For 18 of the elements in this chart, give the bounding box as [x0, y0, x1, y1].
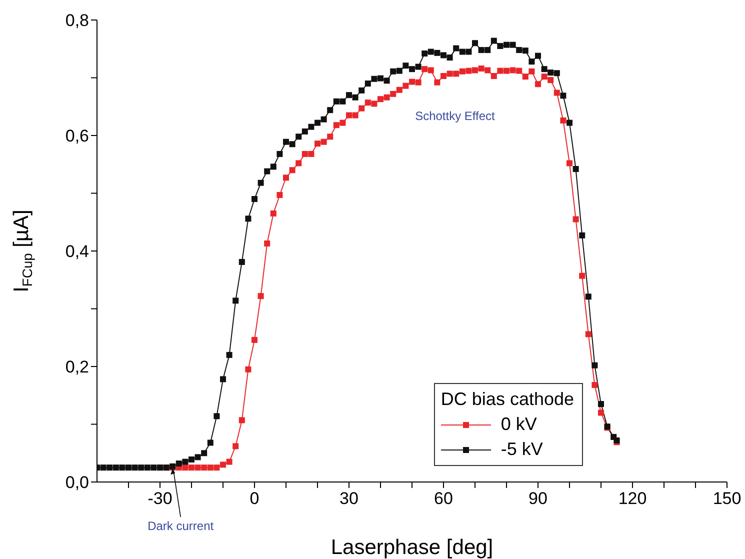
x-tick-label: -30: [148, 489, 172, 508]
y-tick-label: 0,2: [65, 358, 89, 377]
y-tick-label: 0,0: [65, 473, 89, 492]
y-tick-label: 0,6: [65, 126, 89, 146]
x-tick-label: 0: [250, 489, 260, 508]
annotation: Dark current: [148, 519, 214, 533]
x-tick-label: 150: [712, 489, 742, 508]
legend-label: -5 kV: [500, 438, 543, 461]
x-tick-label: 90: [528, 489, 548, 508]
y-tick-label: 0,4: [65, 242, 89, 262]
legend-label: 0 kV: [500, 413, 537, 436]
x-tick-label: 60: [434, 489, 453, 508]
legend-title: DC bias cathode: [440, 388, 574, 411]
annotation: Schottky Effect: [415, 109, 496, 123]
x-tick-label: 30: [340, 489, 358, 508]
x-axis-title: Laserphase [deg]: [330, 536, 494, 559]
y-tick-label: 0,8: [65, 11, 89, 30]
x-tick-label: 120: [618, 489, 647, 508]
